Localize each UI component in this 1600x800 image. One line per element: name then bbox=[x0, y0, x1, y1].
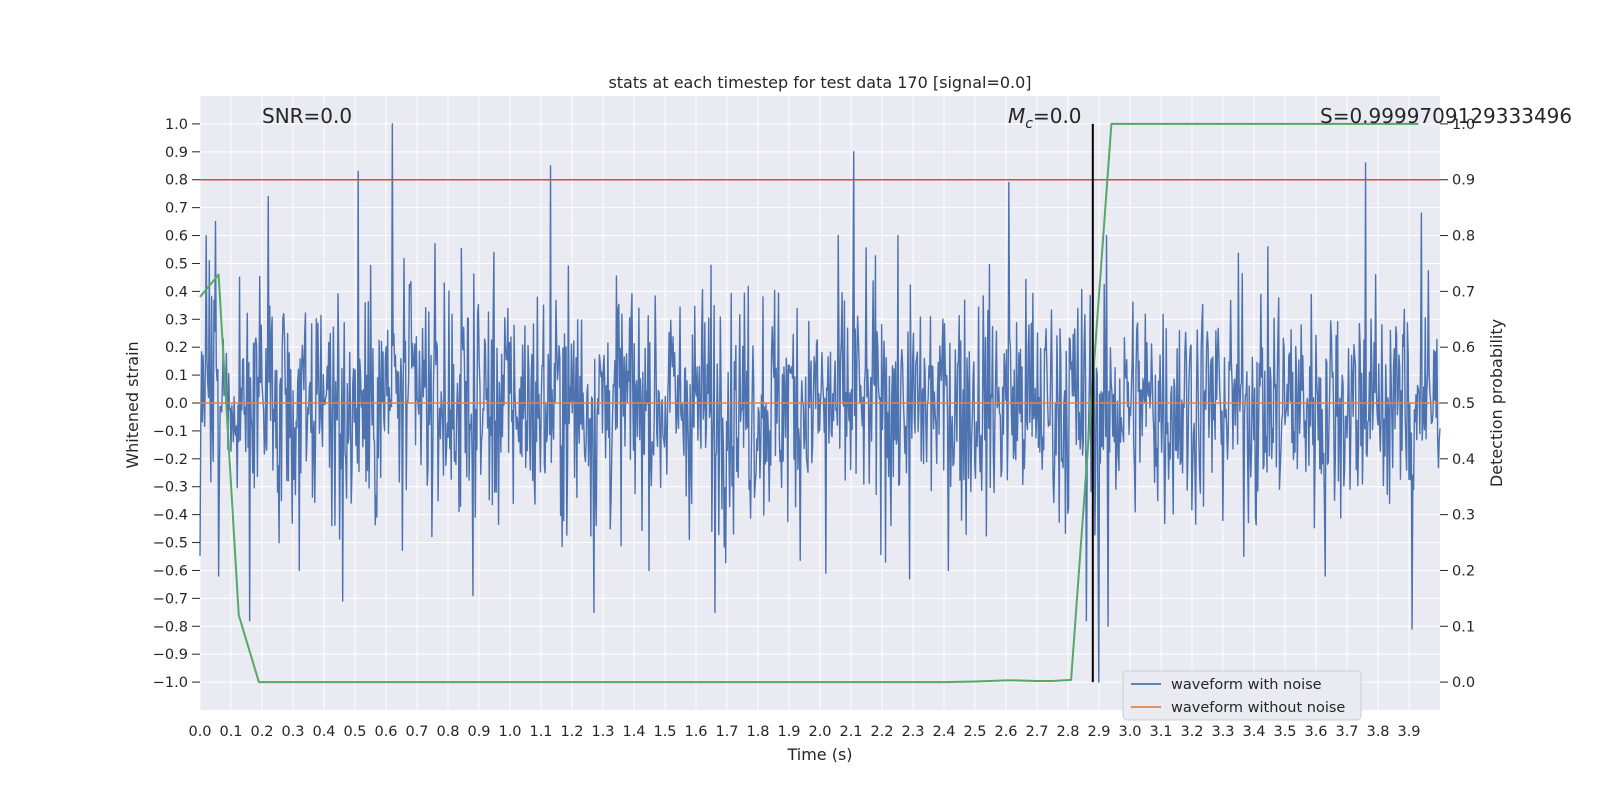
legend-label-clean: waveform without noise bbox=[1171, 700, 1345, 716]
y-tick-label: −1.0 bbox=[153, 675, 188, 691]
y2-axis-label: Detection probability bbox=[1487, 319, 1506, 487]
x-tick-label: 0.8 bbox=[436, 724, 459, 740]
y-tick-label: 0.5 bbox=[165, 256, 188, 272]
x-tick-label: 1.9 bbox=[777, 724, 800, 740]
y2-tick-label: 0.2 bbox=[1452, 563, 1475, 579]
y-tick-label: 1.0 bbox=[165, 117, 188, 133]
series-waveform-with-noise bbox=[199, 123, 1441, 683]
y-tick-label: 0.3 bbox=[165, 312, 188, 328]
y2-tick-label: 0.5 bbox=[1452, 396, 1475, 412]
y-tick-label: −0.9 bbox=[153, 647, 188, 663]
x-tick-label: 0.7 bbox=[405, 724, 428, 740]
x-tick-label: 2.6 bbox=[994, 724, 1017, 740]
x-tick-label: 3.4 bbox=[1242, 724, 1265, 740]
chart-title: stats at each timestep for test data 170… bbox=[608, 73, 1031, 92]
x-tick-label: 3.8 bbox=[1366, 724, 1389, 740]
x-tick-label: 0.2 bbox=[250, 724, 273, 740]
x-tick-label: 1.3 bbox=[591, 724, 614, 740]
x-tick-label: 3.2 bbox=[1180, 724, 1203, 740]
y-tick-label: 0.0 bbox=[165, 396, 188, 412]
x-tick-labels: 0.0 0.1 0.2 0.3 0.4 0.5 0.6 0.7 0.8 0.9 1.0 1.1 1.2 1… bbox=[188, 724, 1420, 740]
y2-tick-label: 0.8 bbox=[1452, 229, 1475, 245]
legend-label-noise: waveform with noise bbox=[1171, 677, 1322, 693]
x-tick-label: 0.3 bbox=[281, 724, 304, 740]
snr-annotation: SNR=0.0 bbox=[262, 104, 352, 128]
y-tick-label: 0.2 bbox=[165, 340, 188, 356]
x-tick-label: 3.1 bbox=[1149, 724, 1172, 740]
y-tick-label: 0.8 bbox=[165, 173, 188, 189]
y2-tick-label: 1.0 bbox=[1452, 117, 1475, 133]
legend-box bbox=[1122, 670, 1362, 721]
y2-tick-label: 0.7 bbox=[1452, 284, 1475, 300]
y-tick-label: −0.7 bbox=[153, 591, 188, 607]
y-tick-label: −0.5 bbox=[153, 536, 188, 552]
x-tick-label: 3.0 bbox=[1118, 724, 1141, 740]
s-annotation: S=0.9999709129333496 bbox=[1320, 104, 1572, 128]
x-tick-label: 2.8 bbox=[1056, 724, 1079, 740]
x-tick-label: 0.0 bbox=[188, 724, 211, 740]
mc-annotation: Mc=0.0 bbox=[1008, 104, 1082, 132]
y2-tick-label: 0.1 bbox=[1452, 619, 1475, 635]
x-tick-label: 3.9 bbox=[1397, 724, 1420, 740]
x-tick-label: 2.4 bbox=[932, 724, 955, 740]
mc-symbol: M bbox=[1008, 104, 1025, 128]
x-tick-label: 3.6 bbox=[1304, 724, 1327, 740]
y2-tick-label: 0.0 bbox=[1452, 675, 1475, 691]
y-tick-label: −0.1 bbox=[153, 424, 188, 440]
x-tick-label: 3.7 bbox=[1335, 724, 1358, 740]
y-tick-label: −0.2 bbox=[153, 452, 188, 468]
x-tick-label: 3.3 bbox=[1211, 724, 1234, 740]
x-tick-label: 2.5 bbox=[963, 724, 986, 740]
y-tick-label: 0.4 bbox=[165, 284, 188, 300]
y2-tick-label: 0.6 bbox=[1452, 340, 1475, 356]
x-tick-label: 1.0 bbox=[498, 724, 521, 740]
x-tick-label: 1.6 bbox=[684, 724, 707, 740]
y-tick-label: 0.7 bbox=[165, 201, 188, 217]
x-tick-label: 0.9 bbox=[467, 724, 490, 740]
y2-tick-label: 0.9 bbox=[1452, 173, 1475, 189]
x-tick-label: 2.1 bbox=[839, 724, 862, 740]
y-tick-label: −0.3 bbox=[153, 480, 188, 496]
x-tick-label: 1.5 bbox=[653, 724, 676, 740]
x-tick-label: 0.5 bbox=[343, 724, 366, 740]
x-tick-label: 1.4 bbox=[622, 724, 645, 740]
x-tick-label: 1.1 bbox=[529, 724, 552, 740]
probability-line bbox=[199, 122, 1419, 684]
x-tick-label: 0.1 bbox=[219, 724, 242, 740]
x-tick-label: 0.4 bbox=[312, 724, 335, 740]
y2-tick-label: 0.3 bbox=[1452, 508, 1475, 524]
y-tick-label: −0.4 bbox=[153, 508, 188, 524]
y2-tick-labels: 1.0 0.9 0.8 0.7 0.6 0.5 0.4 0.3 0.2 0.1 0.0 bbox=[1440, 117, 1475, 691]
x-tick-label: 2.3 bbox=[901, 724, 924, 740]
x-tick-label: 3.5 bbox=[1273, 724, 1296, 740]
y-tick-label: 0.9 bbox=[165, 145, 188, 161]
legend: waveform with noise waveform without noi… bbox=[1122, 670, 1362, 721]
x-tick-label: 2.9 bbox=[1087, 724, 1110, 740]
x-tick-label: 0.6 bbox=[374, 724, 397, 740]
y-tick-labels: 1.0 0.9 0.8 0.7 0.6 0.5 0.4 0.3 0.2 0.1 0.0 −0.1 −0.… bbox=[153, 117, 200, 691]
y-tick-label: 0.1 bbox=[165, 368, 188, 384]
x-tick-label: 2.0 bbox=[808, 724, 831, 740]
x-axis-label: Time (s) bbox=[786, 745, 852, 764]
x-tick-label: 1.2 bbox=[560, 724, 583, 740]
mc-value: =0.0 bbox=[1033, 104, 1082, 128]
y-tick-label: 0.6 bbox=[165, 229, 188, 245]
x-tick-label: 1.8 bbox=[746, 724, 769, 740]
noise-line bbox=[199, 123, 1441, 683]
y-axis-label: Whitened strain bbox=[123, 341, 142, 468]
x-tick-label: 1.7 bbox=[715, 724, 738, 740]
series-detection-probability bbox=[199, 122, 1419, 684]
mc-subscript: c bbox=[1025, 116, 1033, 132]
y-tick-label: −0.8 bbox=[153, 619, 188, 635]
y2-tick-label: 0.4 bbox=[1452, 452, 1475, 468]
x-tick-label: 2.2 bbox=[870, 724, 893, 740]
x-tick-label: 2.7 bbox=[1025, 724, 1048, 740]
y-tick-label: −0.6 bbox=[153, 563, 188, 579]
